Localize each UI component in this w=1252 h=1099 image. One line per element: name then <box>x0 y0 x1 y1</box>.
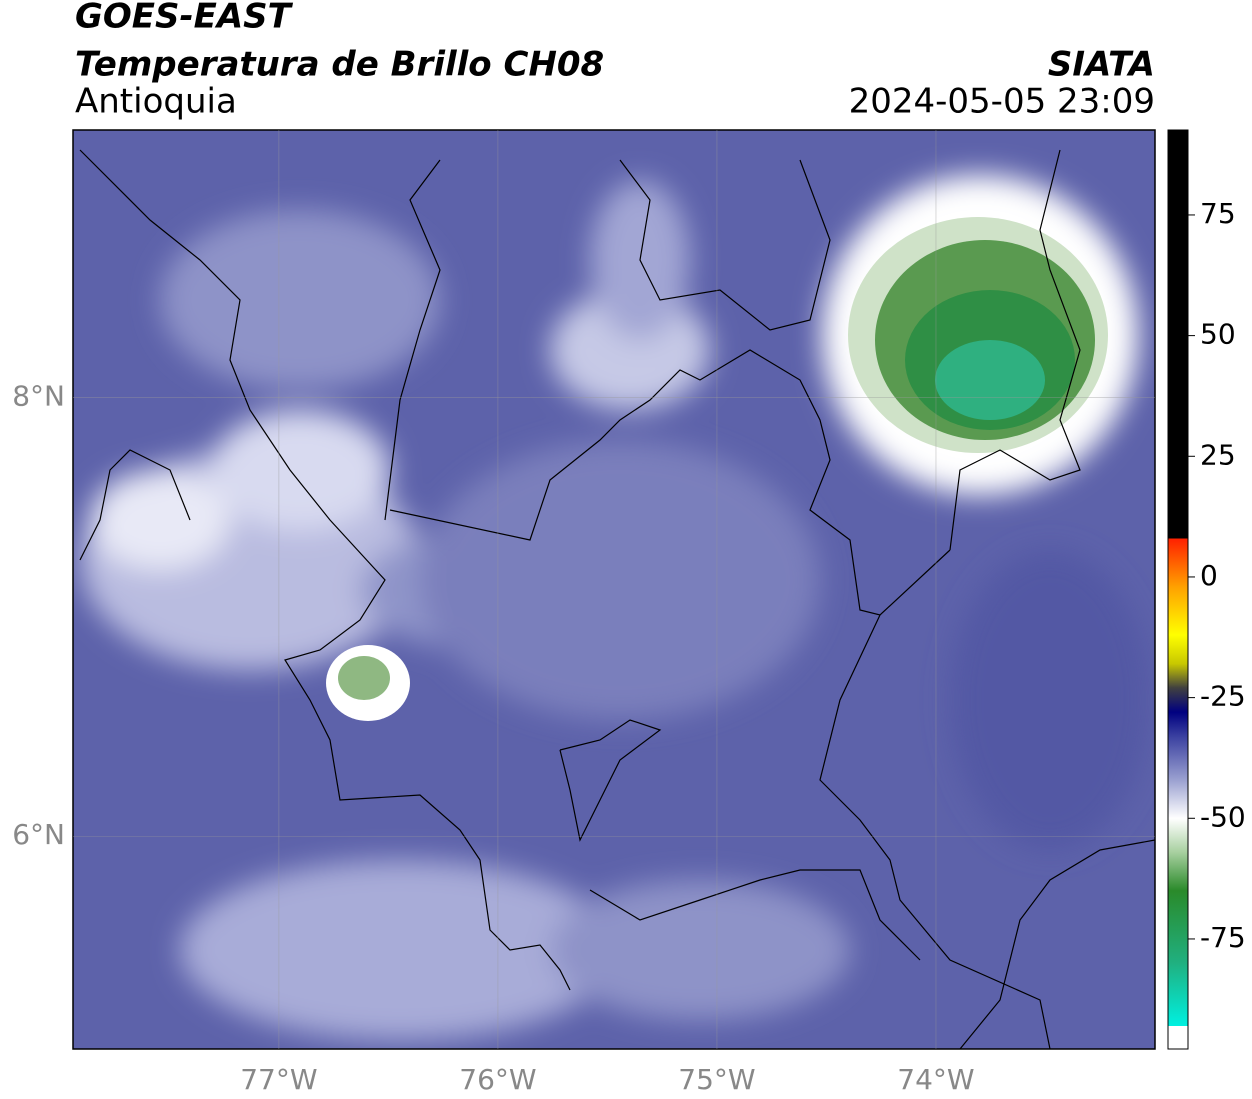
timestamp: 2024-05-05 23:09 <box>849 82 1155 122</box>
subtitle: Temperatura de Brillo CH08 <box>75 45 604 85</box>
colorbar-tick-label: 50 <box>1200 318 1236 351</box>
colorbar-tick-label: -50 <box>1200 800 1246 833</box>
x-tick-label: 75°W <box>678 1063 755 1096</box>
colorbar-tick-label: -75 <box>1200 921 1246 954</box>
colorbar-tick-label: 0 <box>1200 559 1218 592</box>
x-tick-label: 76°W <box>459 1063 536 1096</box>
colorbar-tick-label: 25 <box>1200 438 1236 471</box>
y-tick-label: 8°N <box>12 380 65 413</box>
x-tick-label: 74°W <box>897 1063 974 1096</box>
region: Antioquia <box>75 82 237 122</box>
map-image <box>73 130 1155 1049</box>
title: GOES-EAST <box>75 0 294 37</box>
colorbar-tick-label: 75 <box>1200 197 1236 230</box>
y-tick-label: 6°N <box>12 818 65 851</box>
colorbar-tick-label: -25 <box>1200 680 1246 713</box>
source: SIATA <box>1048 45 1155 85</box>
map-frame <box>72 129 1156 1050</box>
x-tick-label: 77°W <box>240 1063 317 1096</box>
colorbar <box>1167 129 1189 1050</box>
